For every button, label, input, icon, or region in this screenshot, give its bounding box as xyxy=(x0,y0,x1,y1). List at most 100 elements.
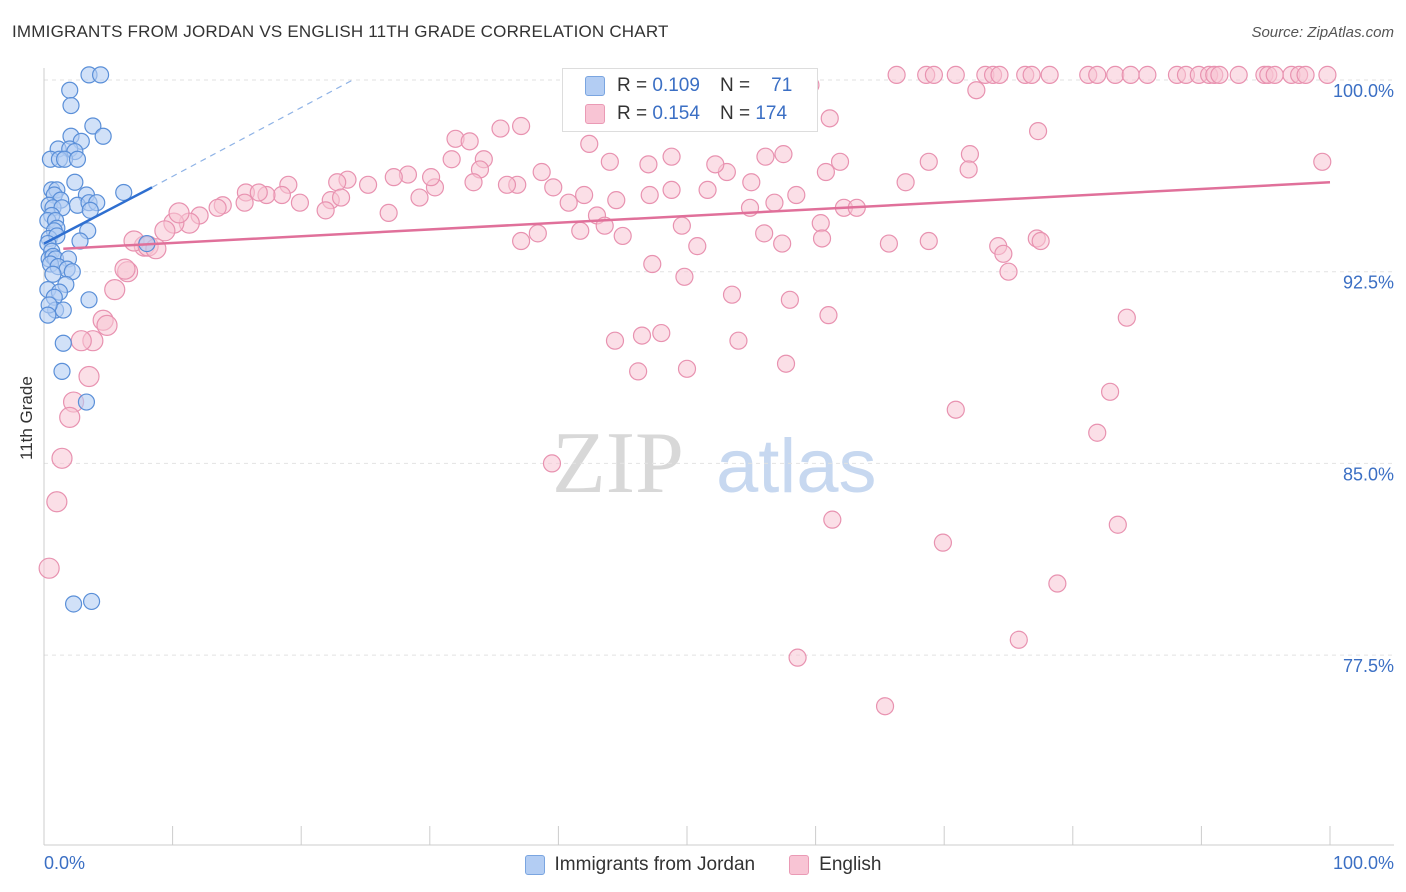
english-point xyxy=(249,183,268,202)
english-point xyxy=(960,145,980,164)
english-point xyxy=(652,323,671,343)
english-point xyxy=(104,278,126,301)
english-point xyxy=(1028,122,1048,141)
y-tick-label: 100.0% xyxy=(1333,81,1394,101)
english-point xyxy=(1048,574,1067,593)
english-point xyxy=(1117,308,1136,327)
english-point xyxy=(59,406,81,428)
english-point xyxy=(1229,65,1248,84)
english-point xyxy=(946,400,965,419)
jordan-point xyxy=(91,66,110,84)
trend-layer xyxy=(43,79,1331,250)
r-value: 0.109 xyxy=(652,75,700,96)
english-point xyxy=(776,354,796,373)
english-point xyxy=(729,331,748,350)
english-point xyxy=(379,203,398,223)
english-point xyxy=(46,491,68,513)
english-point xyxy=(830,152,850,171)
english-point xyxy=(544,178,563,197)
english-point xyxy=(331,188,351,207)
english-point xyxy=(765,193,784,212)
english-point xyxy=(999,262,1018,281)
english-point xyxy=(662,180,681,200)
english-point xyxy=(235,193,254,212)
english-point xyxy=(421,168,441,187)
english-point xyxy=(672,216,691,235)
jordan-point xyxy=(61,81,79,99)
english-point xyxy=(639,155,658,174)
jordan-points xyxy=(39,66,156,613)
english-point xyxy=(51,447,73,469)
english-point xyxy=(629,362,648,381)
jordan-point xyxy=(53,362,71,380)
english-point xyxy=(528,224,547,243)
english-point xyxy=(607,191,626,210)
english-point xyxy=(788,648,807,667)
jordan-point xyxy=(94,127,112,145)
english-point xyxy=(1040,65,1059,84)
y-tick-label: 77.5% xyxy=(1343,656,1394,676)
english-point xyxy=(946,65,965,84)
correlation-row-english: R = 0.154 N = 174 xyxy=(585,101,787,127)
english-point xyxy=(887,65,906,84)
english-point xyxy=(1108,515,1127,534)
jordan-point xyxy=(64,595,83,613)
y-tick-label: 85.0% xyxy=(1343,464,1394,484)
legend-item-english[interactable]: English xyxy=(789,854,881,876)
n-label: N = xyxy=(719,103,751,124)
axis-layer xyxy=(43,68,1394,846)
legend-label-english: English xyxy=(819,854,882,875)
jordan-point xyxy=(62,96,80,115)
english-point xyxy=(875,697,895,716)
english-point xyxy=(706,155,725,174)
x-tick-label: 100.0% xyxy=(1333,853,1394,873)
jordan-point xyxy=(77,393,96,411)
english-point xyxy=(933,533,953,552)
y-axis-label: 11th Grade xyxy=(17,376,36,460)
english-point xyxy=(532,162,551,182)
english-point xyxy=(559,193,578,212)
r-value: 0.154 xyxy=(652,103,700,124)
n-value: 71 xyxy=(771,75,793,96)
english-point xyxy=(460,132,479,151)
english-point xyxy=(96,314,118,336)
english-point xyxy=(879,234,899,253)
english-point xyxy=(819,306,838,325)
english-point xyxy=(114,258,136,280)
english-point xyxy=(774,145,793,164)
y-tick-label: 92.5% xyxy=(1343,273,1394,293)
jordan-point xyxy=(66,173,84,191)
jordan-point xyxy=(68,150,87,168)
jordan-point xyxy=(115,183,133,202)
english-points xyxy=(38,65,1337,716)
n-label: N = xyxy=(719,75,751,96)
english-point xyxy=(272,185,292,205)
english-legend-swatch xyxy=(789,855,810,875)
jordan-trend-extension xyxy=(151,79,353,188)
english-point xyxy=(512,116,531,136)
english-point xyxy=(208,198,227,217)
english-point xyxy=(688,237,707,256)
english-point xyxy=(755,224,774,243)
english-point xyxy=(38,557,60,579)
english-trend-line xyxy=(63,180,1331,250)
english-point xyxy=(154,220,176,242)
x-tick-label: 0.0% xyxy=(44,853,85,873)
legend-item-jordan[interactable]: Immigrants from Jordan xyxy=(524,854,755,876)
jordan-point xyxy=(84,117,102,135)
jordan-point xyxy=(80,291,98,309)
english-point xyxy=(990,65,1009,84)
english-point xyxy=(756,147,775,166)
correlation-row-jordan: R = 0.109 N = 71 xyxy=(585,73,792,99)
english-point xyxy=(328,173,347,192)
english-point xyxy=(1022,65,1041,84)
english-point xyxy=(491,119,510,138)
english-point xyxy=(497,175,517,194)
english-point xyxy=(575,185,594,205)
watermark-atlas: atlas xyxy=(716,424,877,509)
english-point xyxy=(78,365,100,388)
chart-title: IMMIGRANTS FROM JORDAN VS ENGLISH 11TH G… xyxy=(12,22,669,41)
english-point xyxy=(823,510,842,529)
jordan-point xyxy=(82,592,101,611)
english-point xyxy=(722,285,742,304)
